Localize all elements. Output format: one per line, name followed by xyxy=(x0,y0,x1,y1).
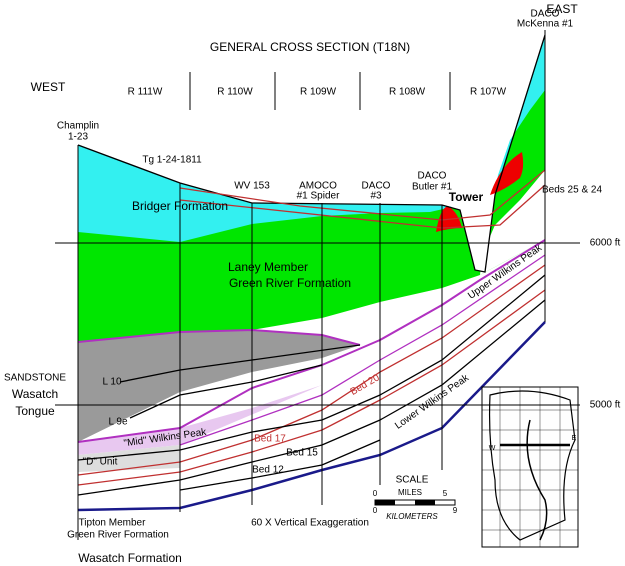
scale-km: KILOMETERS xyxy=(386,512,438,521)
unit-label: Green River Formation xyxy=(229,276,351,290)
surface xyxy=(77,34,546,273)
map-letter: E xyxy=(572,435,577,442)
bridger-cyan xyxy=(78,145,452,242)
unit-label: Bed 15 xyxy=(286,448,318,459)
well-name: AMOCO xyxy=(299,181,337,192)
title: GENERAL CROSS SECTION (T18N) xyxy=(210,40,410,54)
unit-label: Wasatch Formation xyxy=(78,551,182,565)
purple-band xyxy=(78,385,322,455)
white-band-east xyxy=(480,170,545,275)
unit-label: Bed 17 xyxy=(254,434,286,445)
well-name: DACO xyxy=(531,9,560,20)
laney-green xyxy=(78,35,545,342)
well-id: #1 Spider xyxy=(297,191,340,202)
upper-red-2 xyxy=(179,184,546,229)
purple-line xyxy=(179,254,546,446)
well-id: 1-23 xyxy=(68,132,88,143)
well-name: WV 153 xyxy=(234,181,270,192)
elevation: 5000 ft xyxy=(590,400,621,411)
well-name: Tg 1-24-1811 xyxy=(142,155,202,166)
scale-bar xyxy=(374,499,456,506)
unit-label: Bed 12 xyxy=(252,465,284,476)
l9e-line xyxy=(129,364,323,419)
well-name: DACO xyxy=(418,171,447,182)
scale-title: SCALE xyxy=(396,475,429,486)
range: R 109W xyxy=(300,87,337,98)
unit-label: Tower xyxy=(449,190,484,204)
well-id: Butler #1 xyxy=(412,182,452,193)
range: R 107W xyxy=(470,87,507,98)
map-inset xyxy=(481,386,579,548)
unit-label: Tongue xyxy=(15,404,55,418)
unit-label: Beds 25 & 24 xyxy=(542,185,602,196)
unit-label: L 10 xyxy=(102,377,122,388)
upper-wp-line xyxy=(77,239,546,443)
low-line xyxy=(179,439,381,491)
unit-label: "D" Unit xyxy=(83,457,118,468)
scale-tick: 0 xyxy=(373,506,378,515)
unit-label: Laney Member xyxy=(228,260,308,274)
scale-tick: 5 xyxy=(443,489,448,498)
east: EAST xyxy=(546,2,578,16)
unit-label: Bridger Formation xyxy=(132,199,228,213)
note: 60 X Vertical Exaggeration xyxy=(251,518,369,529)
l10-line xyxy=(119,344,361,383)
unit-label: Wasatch xyxy=(12,387,58,401)
scale-tick: 9 xyxy=(453,506,458,515)
map-letter: W xyxy=(489,445,496,452)
west: WEST xyxy=(31,80,66,94)
gray-sandstone xyxy=(78,330,360,442)
unit-label: L 9e xyxy=(108,417,128,428)
elevation: 6000 ft xyxy=(590,238,621,249)
scale-tick: 0 xyxy=(373,489,378,498)
range: R 111W xyxy=(128,87,163,98)
range: R 108W xyxy=(389,87,426,98)
well-id: McKenna #1 xyxy=(517,19,574,30)
range: R 110W xyxy=(217,87,253,98)
well-id: #3 xyxy=(370,191,382,202)
unit-label: Green River Formation xyxy=(67,530,169,541)
well-name: Champlin xyxy=(57,121,99,132)
unit-label: Tipton Member xyxy=(79,518,147,529)
well-lines xyxy=(55,30,580,540)
scale-miles: MILES xyxy=(398,488,422,497)
well-name: DACO xyxy=(362,181,391,192)
unit-label: SANDSTONE xyxy=(4,373,66,384)
